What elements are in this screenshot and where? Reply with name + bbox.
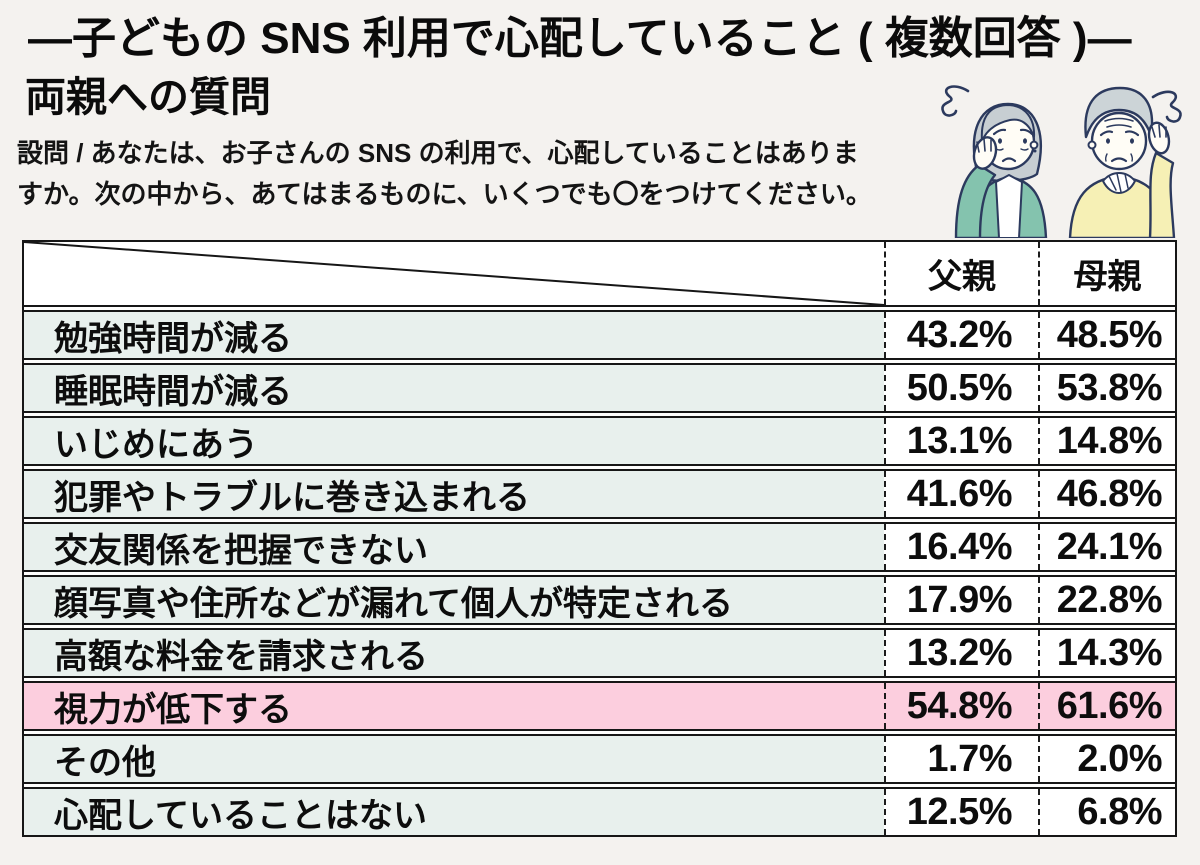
column-header-mother: 母親 xyxy=(1038,242,1175,305)
question-line-1: 設問 / あなたは、お子さんの SNS の利用で、心配していることはありま xyxy=(17,138,859,169)
mother-value-cell: 48.5% xyxy=(1038,312,1175,358)
mother-value-cell: 14.3% xyxy=(1038,630,1175,676)
header-diagonal-cell xyxy=(24,242,884,305)
father-value-cell: 43.2% xyxy=(884,312,1038,358)
father-value-cell: 41.6% xyxy=(884,471,1038,517)
row-label-cell: 犯罪やトラブルに巻き込まれる xyxy=(24,471,884,517)
table-row: 睡眠時間が減る 50.5% 53.8% xyxy=(24,363,1175,413)
row-label-cell: 高額な料金を請求される xyxy=(24,630,884,676)
table-row: その他 1.7% 2.0% xyxy=(24,734,1175,784)
question-line-2: すか。次の中から、あてはまるものに、いくつでも〇をつけてください。 xyxy=(17,178,872,209)
mother-value-cell: 14.8% xyxy=(1038,418,1175,464)
father-value-cell: 13.1% xyxy=(884,418,1038,464)
worried-mother-figure xyxy=(954,102,1048,238)
row-label-cell: 睡眠時間が減る xyxy=(24,365,884,411)
worried-parents-illustration xyxy=(932,78,1188,238)
row-label-cell: 視力が低下する xyxy=(24,683,884,729)
father-value-cell: 50.5% xyxy=(884,365,1038,411)
row-label-cell: 交友関係を把握できない xyxy=(24,524,884,570)
table-row: いじめにあう 13.1% 14.8% xyxy=(24,416,1175,466)
header-area: ―子どもの SNS 利用で心配していること ( 複数回答 )― 両親への質問 設… xyxy=(0,0,1200,214)
father-value-cell: 16.4% xyxy=(884,524,1038,570)
mother-value-cell: 61.6% xyxy=(1038,683,1175,729)
worry-squiggle-left-icon xyxy=(941,85,970,117)
table-row: 交友関係を把握できない 16.4% 24.1% xyxy=(24,522,1175,572)
page-subtitle: 両親への質問 xyxy=(25,74,271,121)
table-row: 犯罪やトラブルに巻き込まれる 41.6% 46.8% xyxy=(24,469,1175,519)
father-value-cell: 12.5% xyxy=(884,789,1038,835)
father-value-cell: 17.9% xyxy=(884,577,1038,623)
mother-value-cell: 2.0% xyxy=(1038,736,1175,782)
survey-results-table: 父親 母親 勉強時間が減る 43.2% 48.5% 睡眠時間が減る 50.5% … xyxy=(22,240,1177,837)
diagonal-line xyxy=(24,242,884,305)
page-title: ―子どもの SNS 利用で心配していること ( 複数回答 )― xyxy=(28,14,1132,63)
question-text: 設問 / あなたは、お子さんの SNS の利用で、心配していることはありま すか… xyxy=(17,133,937,214)
father-value-cell: 54.8% xyxy=(884,683,1038,729)
column-header-father: 父親 xyxy=(884,242,1038,305)
mother-value-cell: 46.8% xyxy=(1038,471,1175,517)
table-row-highlighted: 視力が低下する 54.8% 61.6% xyxy=(24,681,1175,731)
table-row: 高額な料金を請求される 13.2% 14.3% xyxy=(24,628,1175,678)
row-label-cell: いじめにあう xyxy=(24,418,884,464)
father-value-cell: 13.2% xyxy=(884,630,1038,676)
table-row: 勉強時間が減る 43.2% 48.5% xyxy=(24,310,1175,360)
row-label-cell: その他 xyxy=(24,736,884,782)
table-row: 顔写真や住所などが漏れて個人が特定される 17.9% 22.8% xyxy=(24,575,1175,625)
table-header-row: 父親 母親 xyxy=(24,242,1175,307)
row-label-cell: 心配していることはない xyxy=(24,789,884,835)
table-row: 心配していることはない 12.5% 6.8% xyxy=(24,787,1175,835)
mother-value-cell: 6.8% xyxy=(1038,789,1175,835)
row-label-cell: 勉強時間が減る xyxy=(24,312,884,358)
mother-value-cell: 53.8% xyxy=(1038,365,1175,411)
father-value-cell: 1.7% xyxy=(884,736,1038,782)
row-label-cell: 顔写真や住所などが漏れて個人が特定される xyxy=(24,577,884,623)
mother-value-cell: 24.1% xyxy=(1038,524,1175,570)
worried-father-figure xyxy=(1068,86,1176,238)
mother-value-cell: 22.8% xyxy=(1038,577,1175,623)
worry-squiggle-right-icon xyxy=(1151,90,1182,123)
